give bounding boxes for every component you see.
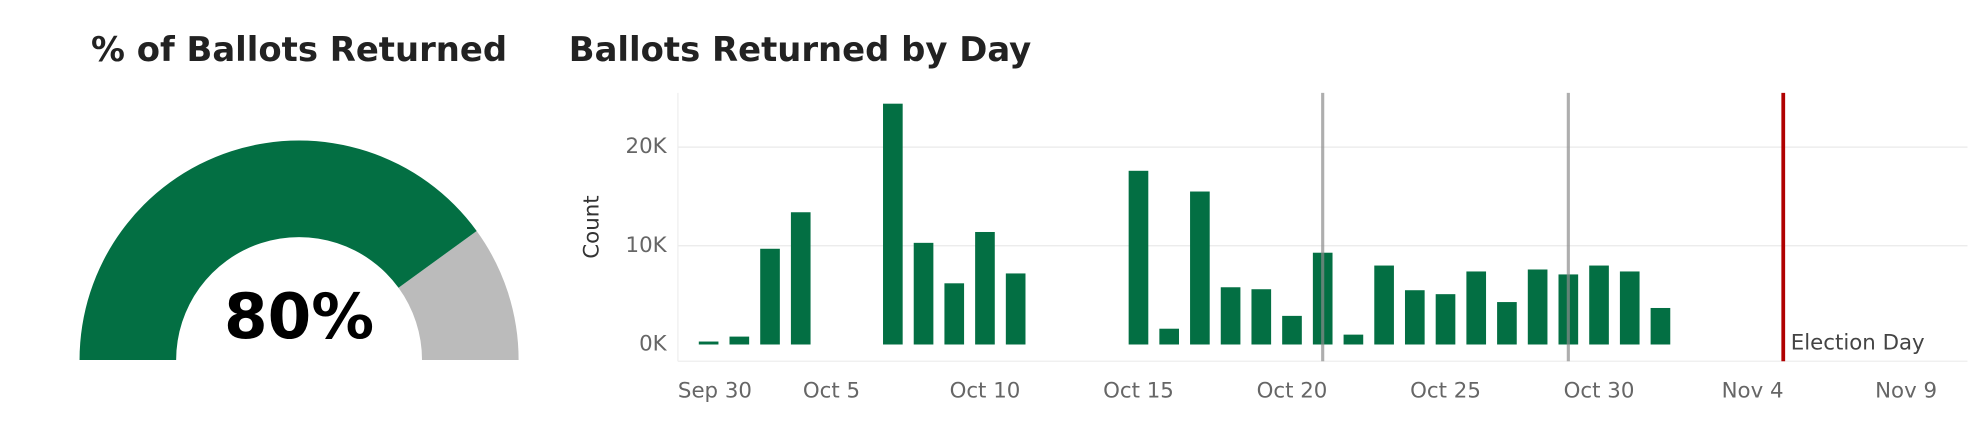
y-tick-label: 0K [639, 331, 668, 356]
bar [1650, 307, 1671, 345]
gauge-title: % of Ballots Returned [91, 30, 507, 69]
bar [760, 248, 780, 345]
bar [883, 103, 903, 345]
bar [975, 231, 995, 345]
gauge-rest [398, 230, 519, 361]
chart-title: Ballots Returned by Day [569, 30, 1031, 69]
bar [1527, 269, 1548, 345]
bar [1619, 271, 1640, 345]
x-tick-label: Oct 15 [1103, 378, 1174, 403]
bar [944, 283, 965, 345]
x-tick-label: Oct 10 [950, 378, 1021, 403]
x-tick-label: Oct 25 [1410, 378, 1481, 403]
bar [790, 212, 811, 345]
gauge-fill [79, 140, 477, 361]
gauge-value: 80% [224, 280, 374, 353]
bar [1282, 315, 1302, 345]
bar [1159, 328, 1180, 345]
bar [1435, 294, 1456, 345]
x-tick-label: Oct 20 [1257, 378, 1328, 403]
x-tick-label: Oct 5 [803, 378, 860, 403]
bar [1404, 290, 1425, 345]
x-tick-label: Sep 30 [678, 378, 752, 403]
bar [1497, 302, 1517, 345]
y-axis-label: Count [580, 195, 605, 258]
bar [1466, 271, 1487, 345]
y-tick-label: 20K [626, 134, 668, 159]
bar [729, 336, 750, 345]
bar [1374, 265, 1394, 345]
bar [1220, 287, 1241, 345]
x-tick-label: Nov 9 [1875, 378, 1937, 403]
bar [1005, 273, 1026, 345]
reference-label: Election Day [1791, 331, 1925, 356]
bar [913, 242, 934, 345]
x-tick-label: Oct 30 [1564, 378, 1635, 403]
bar [1343, 334, 1364, 345]
x-tick-label: Nov 4 [1722, 378, 1784, 403]
bar [1128, 170, 1149, 345]
y-tick-label: 10K [626, 233, 668, 258]
bar [1251, 289, 1272, 345]
bar [1190, 191, 1210, 345]
bar [1589, 265, 1609, 345]
bar [698, 341, 719, 345]
